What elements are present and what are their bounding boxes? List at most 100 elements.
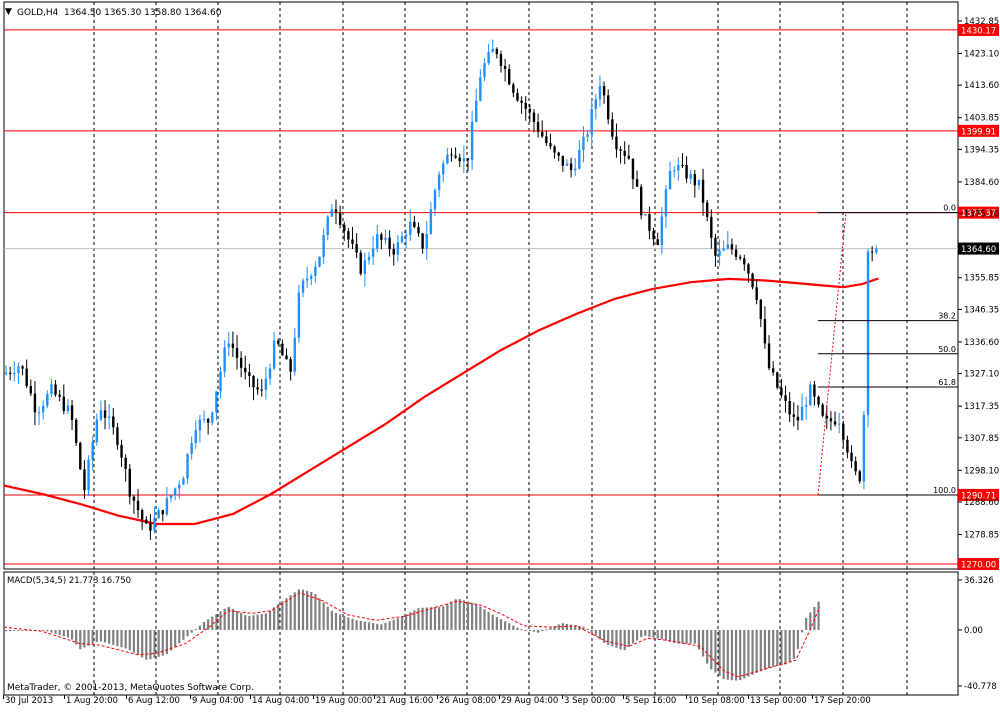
macd-histogram-bar (739, 629, 742, 681)
macd-histogram-bar (405, 614, 408, 630)
candle-body (689, 174, 692, 179)
candle-body (87, 459, 90, 491)
candle-body (837, 423, 841, 425)
candle-body (582, 136, 585, 150)
macd-histogram-bar (124, 629, 127, 649)
macd-histogram-bar (388, 621, 391, 630)
candle-body (528, 108, 532, 113)
macd-histogram-bar (578, 626, 581, 630)
candle-body (784, 395, 787, 401)
macd-histogram-bar (780, 629, 783, 666)
macd-histogram-bar (326, 606, 329, 630)
macd-histogram-bar (355, 620, 358, 630)
macd-histogram-bar (425, 607, 428, 630)
time-label: 29 Aug 04:00 (501, 696, 558, 706)
candle-body (116, 427, 119, 445)
candle-body (870, 251, 874, 253)
macd-histogram-bar (660, 629, 663, 640)
macd-histogram-bar (252, 615, 255, 630)
candle-body (598, 86, 602, 100)
price-tick-label: 1375.10 (964, 210, 999, 220)
macd-histogram-bar (792, 629, 795, 659)
macd-histogram-bar (25, 629, 28, 631)
macd-histogram-bar (516, 627, 519, 630)
level-price-marker (958, 558, 999, 570)
macd-histogram-bar (487, 611, 490, 630)
macd-histogram-bar (471, 602, 474, 630)
symbol-dropdown-icon[interactable]: ▼ (5, 7, 12, 17)
macd-histogram-bar (182, 629, 185, 640)
candle-body (491, 48, 494, 53)
candle-body (602, 86, 606, 96)
candle-body (594, 99, 598, 109)
price-tick-label: 1384.60 (964, 178, 999, 188)
candle-body (631, 158, 635, 180)
macd-histogram-bar (62, 629, 65, 637)
macd-histogram-bar (813, 606, 816, 630)
macd-histogram-bar (664, 629, 668, 641)
macd-panel-border (3, 571, 959, 696)
macd-histogram-bar (231, 608, 234, 630)
macd-histogram-bar (293, 592, 296, 630)
candle-body (759, 299, 762, 320)
macd-histogram-bar (767, 629, 771, 669)
candle-body (710, 216, 713, 238)
macd-histogram-bar (615, 629, 618, 648)
candle-body (46, 394, 49, 406)
macd-histogram-bar (136, 629, 140, 655)
candle-body (239, 357, 243, 368)
candle-body (157, 510, 160, 519)
macd-title: MACD(5,34,5) 21.773 16.750 (7, 576, 131, 586)
macd-indicator: MACD(5,34,5) 21.773 16.750 (3, 576, 821, 681)
macd-histogram-bar (413, 610, 416, 630)
macd-histogram-bar (569, 624, 573, 630)
candle-body (730, 244, 734, 250)
candle-body (107, 416, 111, 418)
time-label: 6 Aug 12:00 (128, 696, 180, 706)
macd-histogram-bar (46, 629, 49, 632)
macd-histogram-bar (475, 603, 478, 630)
macd-histogram-bar (70, 629, 74, 640)
macd-histogram-bar (755, 629, 758, 673)
candle-body (668, 170, 672, 190)
candle-body (21, 366, 24, 369)
macd-histogram-bar (149, 629, 152, 660)
last-price-label: 1364.60 (961, 245, 996, 255)
price-tick-label: 1432.85 (964, 17, 999, 27)
fibonacci-retracement[interactable]: 0.0 38.2 50.0 61.8 100.0 (817, 204, 958, 496)
macd-histogram-bar (322, 602, 325, 630)
macd-histogram-bar (574, 625, 577, 630)
candle-body (516, 92, 519, 101)
candle-body (635, 179, 639, 187)
price-tick-label: 1336.60 (964, 338, 999, 348)
macd-histogram-bar (310, 592, 313, 630)
candle-body (644, 214, 647, 216)
candle-body (503, 65, 507, 69)
price-tick-label: 1278.85 (964, 530, 999, 540)
macd-histogram-bar (524, 629, 527, 631)
macd-histogram-bar (520, 629, 523, 631)
candle-body (314, 266, 317, 276)
macd-histogram-bar (697, 629, 701, 650)
candle-body (846, 439, 849, 453)
horizontal-levels[interactable]: 1430.17 1399.91 1375.37 1290.71 1270.00 (4, 23, 999, 571)
candle-body (252, 376, 255, 388)
fib-level-label: 50.0 (938, 345, 956, 354)
fib-trend-line[interactable] (817, 212, 847, 495)
candle-body (767, 343, 771, 369)
macd-histogram-bar (788, 629, 791, 662)
candle-body (842, 423, 845, 440)
candle-body (293, 337, 296, 372)
candle-body (875, 248, 878, 253)
macd-histogram-bar (314, 594, 317, 630)
candle-body (74, 419, 78, 443)
macd-histogram-bar (438, 606, 441, 630)
candle-body (776, 372, 779, 388)
candle-body (13, 373, 16, 375)
candle-body (384, 237, 387, 240)
candle-body (705, 202, 709, 217)
grid-layer (3, 1, 959, 696)
macd-histogram-bar (9, 629, 12, 632)
